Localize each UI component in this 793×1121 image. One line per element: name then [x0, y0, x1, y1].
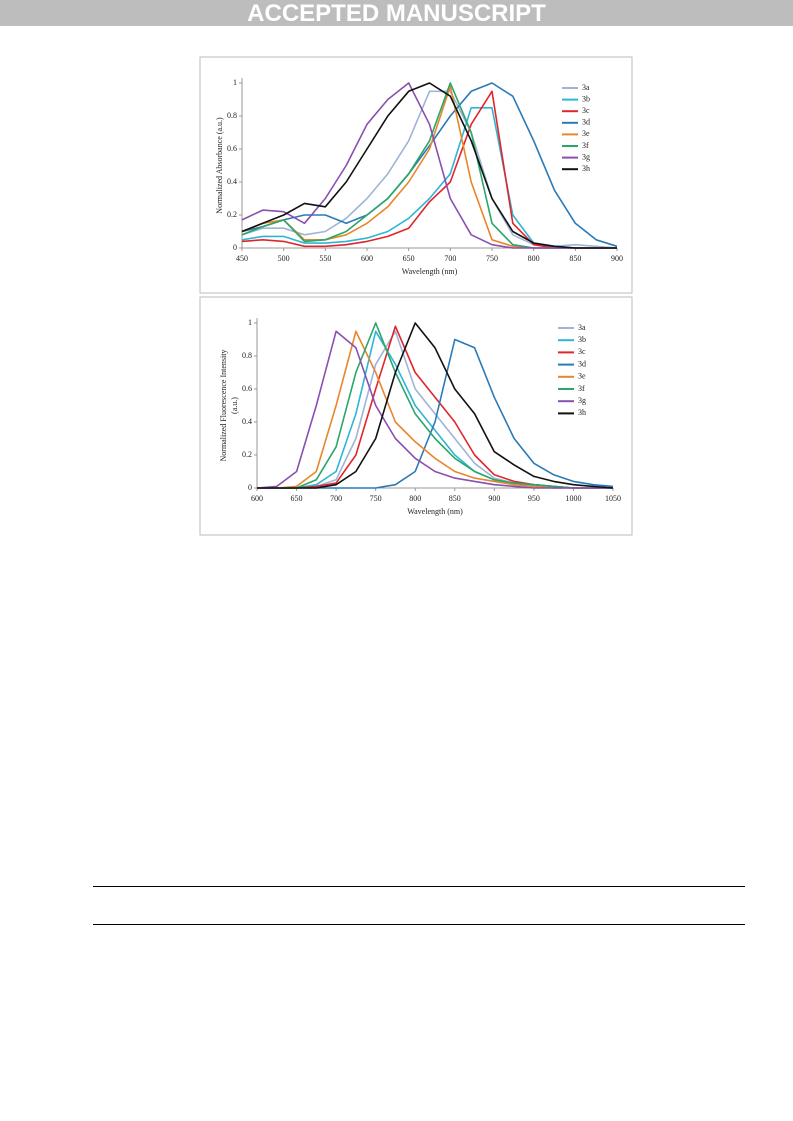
x-tick-label: 800	[528, 254, 540, 263]
y-tick-label: 0.2	[227, 210, 237, 219]
x-tick-label: 600	[251, 494, 263, 503]
y-tick-label: 0.8	[227, 111, 237, 120]
table-rule	[93, 924, 745, 925]
x-tick-label: 650	[403, 254, 415, 263]
legend-label: 3h	[578, 408, 586, 417]
y-tick-label: 0	[233, 243, 237, 252]
x-tick-label: 450	[236, 254, 248, 263]
x-tick-label: 750	[486, 254, 498, 263]
chart-frame	[199, 56, 633, 294]
x-tick-label: 700	[444, 254, 456, 263]
legend-label: 3a	[578, 323, 586, 332]
series-line	[241, 82, 617, 249]
y-tick-label: 0	[248, 483, 252, 492]
legend-label: 3c	[578, 347, 586, 356]
figure: 0 0.2 0.4 0.6 0.8 1 450 500 550 600 650 700 750 800 85…	[199, 56, 633, 536]
legend-label: 3d	[582, 118, 590, 127]
x-tick-label: 800	[409, 494, 421, 503]
series-line	[257, 322, 614, 489]
y-tick-label: 1	[248, 318, 252, 327]
legend-label: 3f	[578, 384, 585, 393]
y-tick-label: 1	[233, 78, 237, 87]
series-line	[241, 82, 618, 248]
legend-label: 3h	[582, 164, 590, 173]
y-tick-label: 0.4	[242, 417, 252, 426]
x-tick-label: 500	[278, 254, 290, 263]
x-axis-title: Wavelength (nm)	[407, 507, 463, 516]
y-tick-label: 0.6	[227, 144, 237, 153]
series-line	[257, 322, 613, 489]
y-axis-title: (a.u.)	[230, 397, 239, 414]
legend-label: 3g	[582, 152, 590, 161]
x-axis-title: Wavelength (nm)	[402, 267, 458, 276]
x-tick-label: 850	[449, 494, 461, 503]
x-tick-label: 900	[611, 254, 623, 263]
legend-label: 3b	[582, 94, 590, 103]
legend-label: 3a	[582, 83, 590, 92]
series-line	[241, 82, 617, 249]
x-tick-label: 700	[330, 494, 342, 503]
y-axis-title: Normalized Fluorescence Intensity	[219, 350, 228, 462]
table-rule	[93, 886, 745, 887]
x-tick-label: 1000	[565, 494, 581, 503]
legend-label: 3e	[578, 372, 586, 381]
y-tick-label: 0.6	[242, 384, 252, 393]
y-tick-label: 0.2	[242, 450, 252, 459]
x-tick-label: 650	[291, 494, 303, 503]
x-tick-label: 850	[569, 254, 581, 263]
x-tick-label: 750	[370, 494, 382, 503]
legend-label: 3d	[578, 359, 586, 368]
x-tick-label: 550	[319, 254, 331, 263]
x-tick-label: 900	[488, 494, 500, 503]
x-tick-label: 600	[361, 254, 373, 263]
banner: ACCEPTED MANUSCRIPT	[0, 0, 793, 27]
series-line	[256, 330, 613, 489]
x-tick-label: 1050	[605, 494, 621, 503]
legend-label: 3e	[582, 129, 590, 138]
legend-label: 3c	[582, 106, 590, 115]
y-tick-label: 0.8	[242, 351, 252, 360]
y-axis-title: Normalized Absorbance (a.u.)	[215, 117, 224, 214]
y-tick-label: 0.4	[227, 177, 237, 186]
x-tick-label: 950	[528, 494, 540, 503]
legend-label: 3b	[578, 335, 586, 344]
legend-label: 3g	[578, 396, 586, 405]
legend-label: 3f	[582, 141, 589, 150]
